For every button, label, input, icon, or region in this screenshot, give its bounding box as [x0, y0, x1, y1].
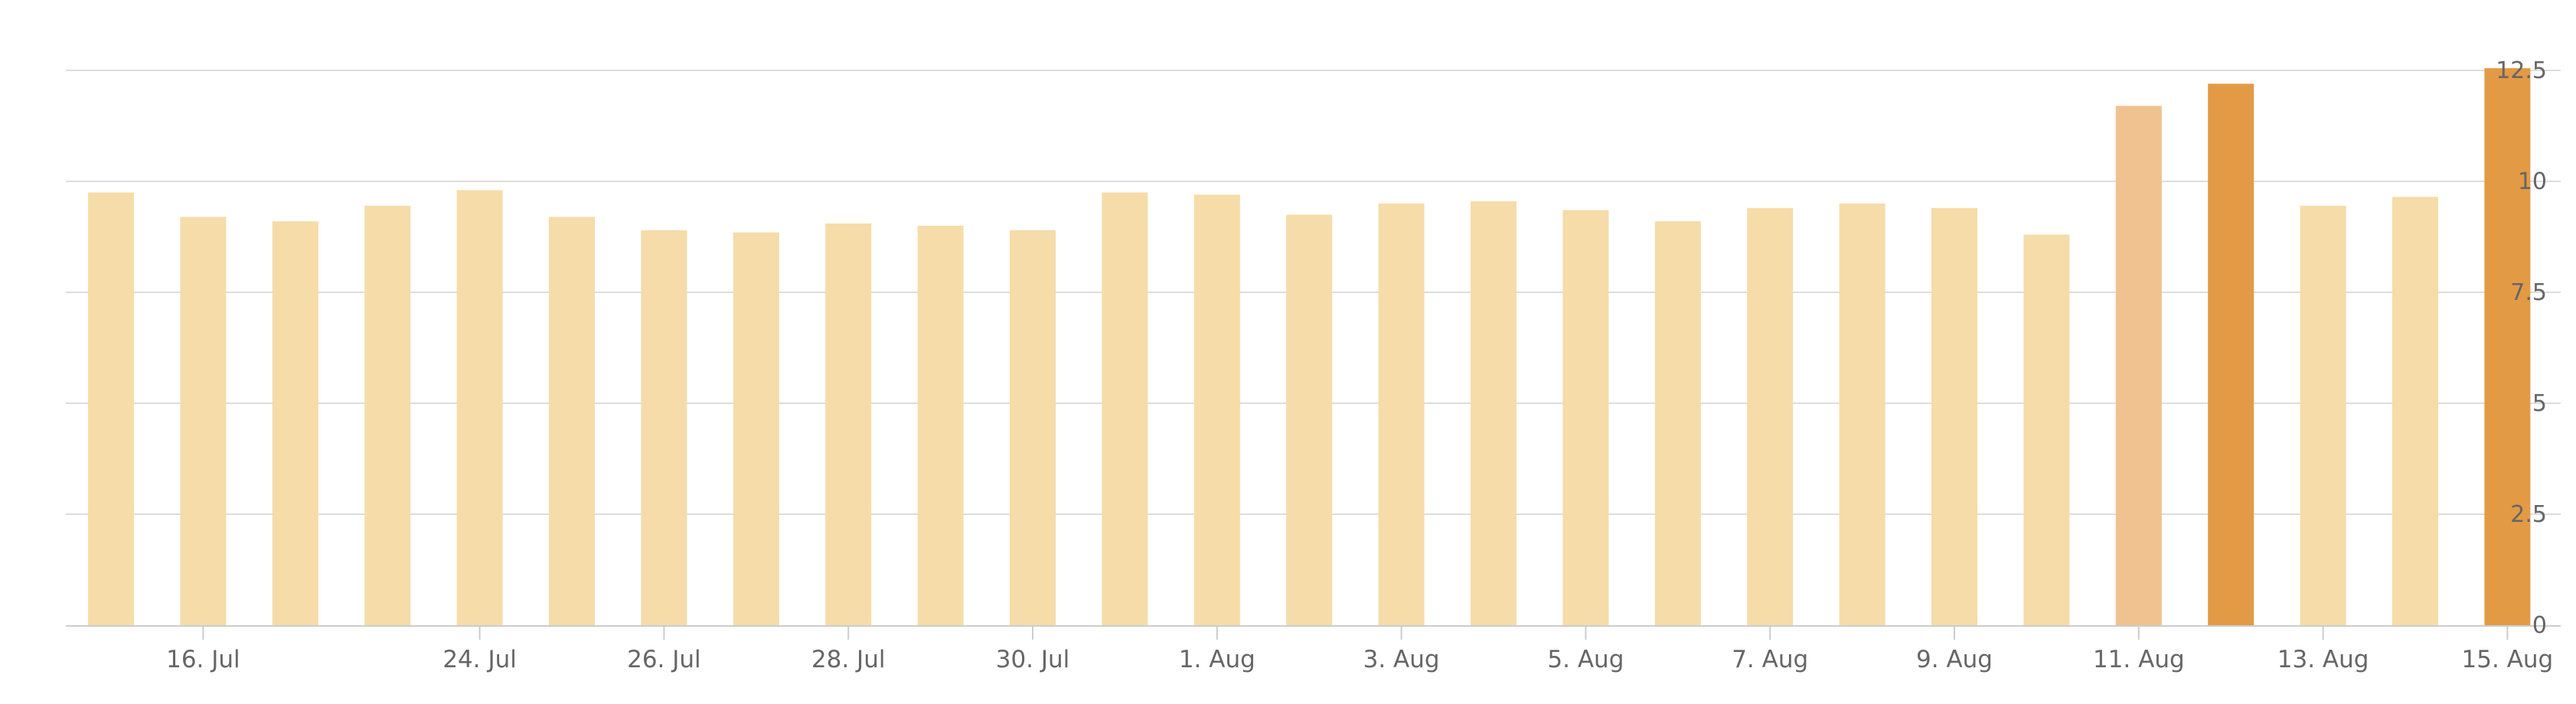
y-tick-label: 7.5 — [2510, 279, 2547, 306]
bar[interactable] — [1562, 210, 1609, 625]
y-tick-label: 10 — [2518, 168, 2547, 195]
bar[interactable] — [1378, 204, 1425, 625]
x-tick-label: 26. Jul — [627, 646, 701, 673]
bar[interactable] — [825, 223, 872, 626]
x-tick-label: 24. Jul — [442, 646, 517, 673]
bar[interactable] — [1654, 221, 1701, 625]
bar[interactable] — [1471, 201, 1517, 626]
x-tick-label: 15. Aug — [2462, 646, 2554, 673]
bar[interactable] — [2300, 205, 2346, 625]
bar[interactable] — [1102, 192, 1148, 626]
y-axis-labels: 0 2.5 5 7.5 10 12.5 — [2496, 57, 2547, 639]
x-axis-labels: 16. Jul 24. Jul 26. Jul 28. Jul 30. Jul 1. Au… — [166, 626, 2553, 673]
x-tick-label: 16. Jul — [166, 646, 240, 673]
bar[interactable] — [2392, 197, 2438, 625]
bar[interactable] — [180, 217, 227, 625]
bar[interactable] — [2484, 68, 2531, 626]
x-tick-label: 3. Aug — [1363, 646, 1440, 673]
bar[interactable] — [1010, 230, 1056, 625]
bar[interactable] — [1286, 214, 1333, 626]
x-tick-label: 13. Aug — [2277, 646, 2369, 673]
y-tick-label: 12.5 — [2496, 57, 2547, 84]
bar[interactable] — [1193, 194, 1240, 625]
x-tick-label: 5. Aug — [1547, 646, 1624, 673]
y-tick-label: 5 — [2532, 390, 2547, 417]
bar[interactable] — [2115, 106, 2162, 625]
bars — [88, 68, 2531, 626]
bar[interactable] — [733, 232, 779, 625]
bar[interactable] — [2208, 83, 2254, 625]
x-tick-label: 1. Aug — [1179, 646, 1255, 673]
x-tick-label: 30. Jul — [996, 646, 1070, 673]
bar[interactable] — [1839, 204, 1885, 625]
y-tick-label: 2.5 — [2510, 501, 2547, 528]
bar[interactable] — [549, 217, 595, 625]
x-tick-label: 28. Jul — [811, 646, 886, 673]
bar[interactable] — [364, 205, 411, 625]
bar[interactable] — [272, 221, 318, 625]
y-tick-label: 0 — [2532, 612, 2547, 639]
bar[interactable] — [2023, 234, 2070, 625]
x-tick-label: 11. Aug — [2093, 646, 2185, 673]
bar[interactable] — [917, 226, 964, 625]
bar[interactable] — [641, 230, 687, 625]
bar[interactable] — [1747, 207, 1794, 625]
bar[interactable] — [1931, 207, 1977, 625]
x-tick-label: 7. Aug — [1732, 646, 1808, 673]
bar[interactable] — [456, 190, 503, 626]
bar[interactable] — [88, 192, 134, 626]
x-tick-label: 9. Aug — [1916, 646, 1993, 673]
